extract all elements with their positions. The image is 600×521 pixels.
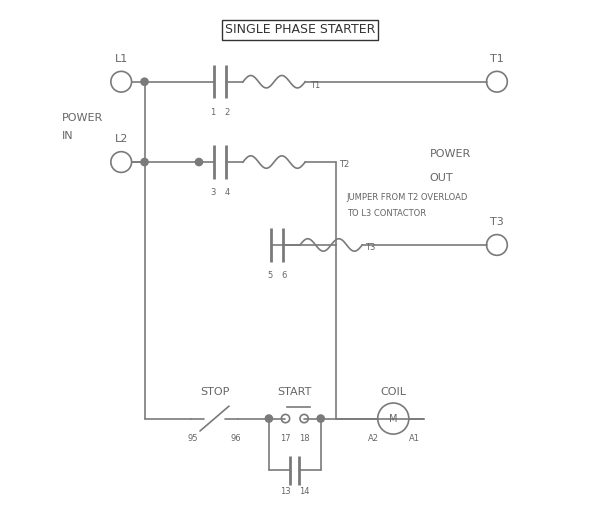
Text: 13: 13 bbox=[280, 487, 291, 496]
Text: OUT: OUT bbox=[430, 172, 453, 182]
Text: JUMPER FROM T2 OVERLOAD: JUMPER FROM T2 OVERLOAD bbox=[347, 193, 468, 202]
Text: L2: L2 bbox=[115, 134, 128, 144]
Text: 4: 4 bbox=[225, 188, 230, 197]
Text: START: START bbox=[278, 387, 312, 397]
Text: T3: T3 bbox=[490, 217, 504, 227]
Text: COIL: COIL bbox=[380, 387, 406, 397]
Text: T1: T1 bbox=[490, 54, 504, 64]
Text: A1: A1 bbox=[409, 434, 419, 443]
Text: 14: 14 bbox=[299, 487, 310, 496]
Text: SINGLE PHASE STARTER: SINGLE PHASE STARTER bbox=[225, 23, 375, 36]
Text: IN: IN bbox=[62, 131, 73, 141]
Text: POWER: POWER bbox=[430, 149, 471, 159]
Circle shape bbox=[141, 78, 148, 85]
Text: 5: 5 bbox=[268, 271, 272, 280]
Text: T2: T2 bbox=[339, 160, 349, 169]
Text: 3: 3 bbox=[210, 188, 215, 197]
Circle shape bbox=[265, 415, 272, 422]
Text: L1: L1 bbox=[115, 54, 128, 64]
Text: 95: 95 bbox=[187, 434, 198, 443]
Text: 1: 1 bbox=[211, 108, 215, 117]
Text: POWER: POWER bbox=[62, 113, 103, 123]
Text: T3: T3 bbox=[365, 243, 375, 252]
Text: 6: 6 bbox=[282, 271, 287, 280]
Circle shape bbox=[196, 158, 203, 166]
Text: T1: T1 bbox=[310, 81, 320, 90]
Text: M: M bbox=[389, 414, 398, 424]
Circle shape bbox=[141, 158, 148, 166]
Circle shape bbox=[317, 415, 325, 422]
Text: TO L3 CONTACTOR: TO L3 CONTACTOR bbox=[347, 209, 426, 218]
Text: 17: 17 bbox=[280, 434, 291, 443]
Text: STOP: STOP bbox=[200, 387, 229, 397]
Text: A2: A2 bbox=[368, 434, 379, 443]
Text: 96: 96 bbox=[231, 434, 242, 443]
Text: 18: 18 bbox=[299, 434, 310, 443]
Text: 2: 2 bbox=[225, 108, 230, 117]
